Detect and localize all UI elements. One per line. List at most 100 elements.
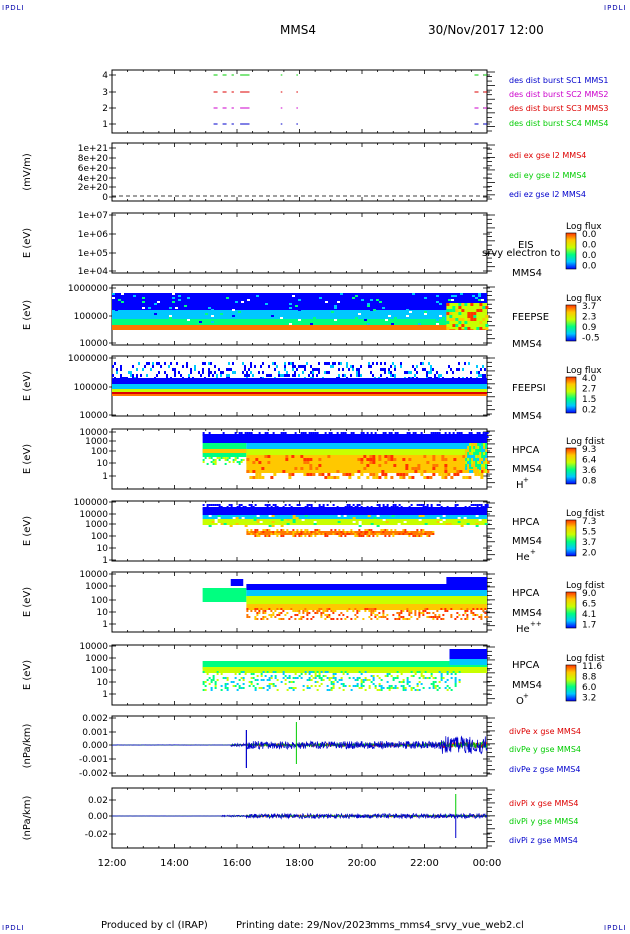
spectrogram-pixel <box>438 374 440 377</box>
spectrogram-pixel <box>372 461 376 464</box>
spectrogram-pixel <box>473 309 477 312</box>
spectrogram-pixel <box>473 449 476 452</box>
spectrogram-pixel <box>426 608 429 610</box>
colorbar <box>565 304 577 342</box>
spectrogram-pixel <box>340 677 343 679</box>
spectrogram-pixel <box>234 432 237 434</box>
spectrogram-pixel <box>376 515 380 517</box>
spectrogram-pixel <box>432 612 435 614</box>
spectrogram-pixel <box>424 297 427 299</box>
spectrogram-pixel <box>385 521 389 523</box>
spectrogram-pixel <box>332 365 334 368</box>
spectrogram-pixel <box>124 295 127 297</box>
spectrogram-pixel <box>344 374 346 377</box>
spectrogram-pixel <box>408 506 411 508</box>
spectrogram-pixel <box>420 362 422 365</box>
spectrogram-pixel <box>290 508 293 510</box>
spectrogram-pixel <box>436 616 439 618</box>
spectrogram-pixel <box>471 458 474 461</box>
spectrogram-band <box>202 667 487 673</box>
spectrogram-pixel <box>228 362 230 365</box>
spectrogram-pixel <box>256 533 259 535</box>
spectrogram-pixel <box>292 687 295 689</box>
spectrogram-pixel <box>228 374 230 377</box>
spectrogram-pixel <box>369 455 373 458</box>
spectrogram-pixel <box>309 473 313 476</box>
y-tick-label: 10000 <box>79 570 108 580</box>
spectrogram-pixel <box>366 506 369 508</box>
spectrogram-pixel <box>436 371 438 374</box>
spectrogram-pixel <box>398 612 401 614</box>
spectrogram-pixel <box>310 506 313 508</box>
y-axis-label: (nPa/km) <box>22 796 33 841</box>
spectrogram-pixel <box>336 436 339 438</box>
spectrogram-pixel <box>175 293 178 295</box>
spectrogram-pixel <box>438 687 441 689</box>
spectrogram-pixel <box>313 317 316 319</box>
spectrogram-pixel <box>360 434 363 436</box>
spectrogram-pixel <box>485 318 489 321</box>
spectrogram-pixel <box>386 506 389 508</box>
spectrogram-pixel <box>430 506 433 508</box>
spectrogram-pixel <box>382 614 385 616</box>
spectrogram-pixel <box>384 535 387 537</box>
spectrogram-pixel <box>246 529 249 531</box>
spectrogram-pixel <box>369 473 373 476</box>
spectrogram-pixel <box>277 307 280 309</box>
spectrogram-pixel <box>452 309 456 312</box>
spectrogram-pixel <box>223 523 227 525</box>
spectrogram-pixel <box>366 434 369 436</box>
spectrogram-pixel <box>352 504 355 506</box>
spectrogram-pixel <box>288 675 291 677</box>
spectrogram-band <box>449 659 487 665</box>
spectrogram-pixel <box>333 455 337 458</box>
spectrogram-pixel <box>432 508 435 510</box>
spectrogram-pixel <box>324 535 327 537</box>
spectrogram-pixel <box>472 434 475 436</box>
panel-frame <box>111 142 488 202</box>
colorbar-tick: 6.0 <box>582 683 597 693</box>
spectrogram-pixel <box>324 508 327 510</box>
spectrogram-pixel <box>424 523 428 525</box>
spectrogram-pixel <box>470 315 474 318</box>
spectrogram-pixel <box>416 671 419 673</box>
spectrogram-pixel <box>473 318 477 321</box>
spectrogram-pixel <box>396 506 399 508</box>
spectrogram-pixel <box>226 687 229 689</box>
spectrogram-pixel <box>466 508 469 510</box>
spectrogram-pixel <box>370 614 373 616</box>
low-energy-band <box>112 392 487 394</box>
spectrogram-pixel <box>334 307 337 309</box>
spectrogram-pixel <box>238 436 241 438</box>
spectrogram-pixel <box>334 610 337 612</box>
spectrogram-pixel <box>482 318 486 321</box>
spectrogram-pixel <box>410 689 413 691</box>
spectrogram-pixel <box>423 476 427 479</box>
spectrogram-pixel <box>484 616 487 618</box>
spectrogram-pixel <box>220 673 223 675</box>
spectrogram-pixel <box>375 476 379 479</box>
spectrogram-pixel <box>444 432 447 434</box>
spacecraft-label: MMS4 <box>512 411 542 422</box>
spectrogram-pixel <box>342 432 345 434</box>
spectrogram-pixel <box>402 618 405 620</box>
spectrogram-pixel <box>136 374 138 377</box>
spectrogram-pixel <box>386 508 389 510</box>
spectrogram-pixel <box>350 689 353 691</box>
spectrogram-pixel <box>276 455 280 458</box>
spectrogram-pixel <box>169 307 172 309</box>
spectrogram-pixel <box>406 315 409 317</box>
spectrogram-pixel <box>282 470 286 473</box>
spectrogram-pixel <box>280 612 283 614</box>
spectrogram-pixel <box>348 506 351 508</box>
spectrogram-pixel <box>481 446 484 449</box>
spectrogram-pixel <box>312 533 315 535</box>
spectrogram-pixel <box>442 317 445 319</box>
spectrogram-pixel <box>466 618 469 620</box>
spectrogram-pixel <box>483 467 486 470</box>
spectrogram-pixel <box>264 432 267 434</box>
spectrogram-pixel <box>235 317 238 319</box>
spectrogram-pixel <box>390 529 393 531</box>
spectrogram-pixel <box>447 473 451 476</box>
